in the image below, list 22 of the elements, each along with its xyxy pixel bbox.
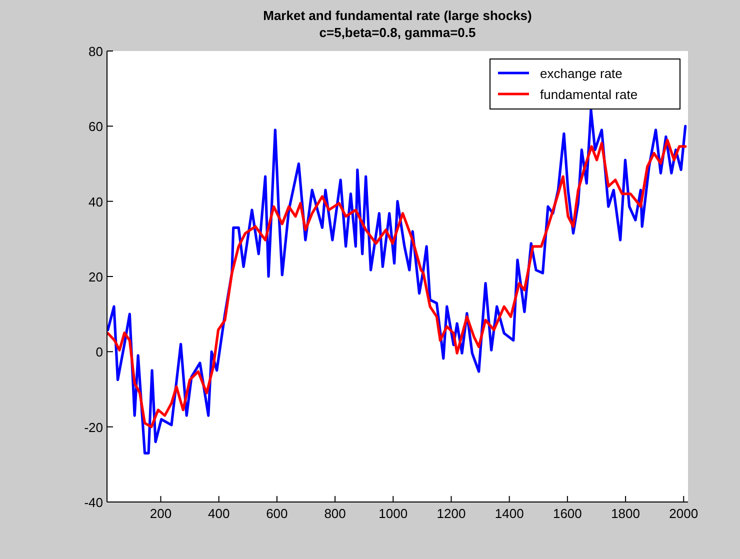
- y-tick-label: 0: [96, 344, 103, 360]
- x-tick-label: 1400: [494, 506, 524, 521]
- y-tick-label: 60: [88, 119, 103, 134]
- y-tick-label: 80: [88, 44, 103, 59]
- x-tick-label: 1200: [436, 506, 466, 521]
- y-tick-label: 40: [88, 194, 103, 210]
- x-tick-label: 1000: [378, 506, 408, 521]
- x-tick-label: 200: [150, 506, 172, 521]
- x-tick-label: 1800: [611, 506, 640, 521]
- line-series: [107, 138, 687, 428]
- x-tick-label: 800: [324, 506, 346, 521]
- y-tick-label: -20: [84, 420, 103, 435]
- legend-label: exchange rate: [540, 66, 622, 81]
- x-tick-label: 1600: [552, 506, 582, 521]
- x-tick-label: 600: [266, 506, 288, 521]
- x-tick-label: 2000: [669, 506, 698, 521]
- legend-label: fundamental rate: [540, 87, 638, 102]
- chart-subtitle: c=5,beta=0.8, gamma=0.5: [319, 25, 476, 40]
- y-tick-label: 20: [88, 270, 103, 284]
- chart-title: Market and fundamental rate (large shocks): [263, 8, 532, 23]
- y-tick-label: -40: [84, 495, 103, 510]
- x-tick-label: 400: [208, 506, 230, 521]
